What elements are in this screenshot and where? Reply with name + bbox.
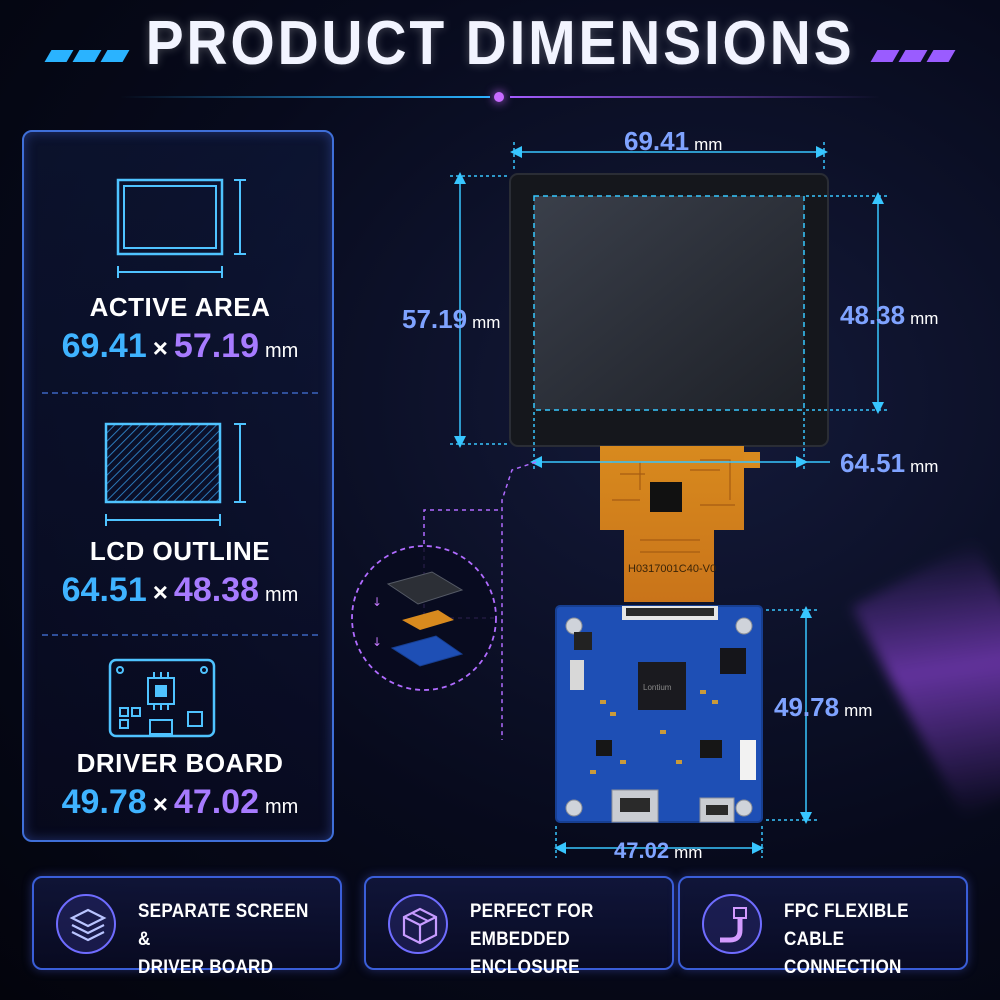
dim-value: 69.41 <box>624 126 690 156</box>
dim-inner-width: 64.51 mm <box>840 448 938 479</box>
svg-text:↓: ↓ <box>372 595 382 609</box>
dim-top-width: 69.41 mm <box>624 126 722 157</box>
dim-board-height: 49.78 mm <box>774 692 872 723</box>
chip-label: Lontium <box>643 683 672 692</box>
feature-line: FPC FLEXIBLE <box>784 901 909 922</box>
feature-line: SEPARATE SCREEN & <box>138 901 309 950</box>
feature-text: FPC FLEXIBLE CABLE CONNECTION <box>784 898 964 982</box>
exploded-view: ↓ ↓ <box>351 461 537 740</box>
spec-width: 69.41 <box>61 327 147 365</box>
dim-right-height: 48.38 mm <box>840 300 938 331</box>
feature-card-enclosure: PERFECT FOR EMBEDDED ENCLOSURE <box>364 876 674 978</box>
feature-line: EMBEDDED ENCLOSURE <box>470 929 580 978</box>
feature-line: CABLE CONNECTION <box>784 929 902 978</box>
unit-label: mm <box>844 701 873 720</box>
spec-value: 69.41 × 57.19 mm <box>24 327 336 366</box>
dim-value: 48.38 <box>840 300 906 330</box>
unit-label: mm <box>910 457 939 476</box>
driver-board: Lontium <box>555 605 763 823</box>
unit-label: mm <box>265 584 299 606</box>
specs-panel: ACTIVE AREA 69.41 × 57.19 mm LCD OUTLINE 64… <box>22 130 334 842</box>
spec-lcd-outline: LCD OUTLINE 64.51 × 48.38 mm <box>24 536 336 610</box>
spec-driver-board: DRIVER BOARD 49.78 × 47.02 mm <box>24 748 336 822</box>
layers-icon <box>56 894 116 954</box>
lcd-panel <box>509 173 829 447</box>
title-underline-right <box>510 96 880 98</box>
lcd-outline-icon <box>104 422 246 526</box>
spec-width: 49.78 <box>61 783 147 821</box>
fpc-cable: H0317001C40-V0 <box>600 446 760 602</box>
panel-divider <box>42 634 318 636</box>
spec-label: DRIVER BOARD <box>76 748 284 778</box>
unit-label: mm <box>265 340 299 362</box>
svg-text:↓: ↓ <box>372 635 382 649</box>
page-title: PRODUCT DIMENSIONS <box>145 9 855 78</box>
unit-label: mm <box>265 796 299 818</box>
title-underline-left <box>120 96 490 98</box>
feature-text: SEPARATE SCREEN & DRIVER BOARD <box>138 898 318 982</box>
dim-value: 57.19 <box>402 304 468 334</box>
panel-divider <box>42 392 318 394</box>
box-icon <box>388 894 448 954</box>
times-sign: × <box>152 789 168 819</box>
dim-left-height: 57.19 mm <box>402 304 500 335</box>
spec-height: 57.19 <box>173 327 260 365</box>
fpc-label: H0317001C40-V0 <box>628 563 716 575</box>
feature-text: PERFECT FOR EMBEDDED ENCLOSURE <box>470 898 650 982</box>
unit-label: mm <box>472 313 501 332</box>
feature-line: DRIVER BOARD <box>138 957 274 978</box>
cable-icon <box>702 894 762 954</box>
spec-label: ACTIVE AREA <box>89 292 271 322</box>
dim-board-width: 47.02 mm <box>614 838 702 864</box>
dim-value: 49.78 <box>774 692 840 722</box>
unit-label: mm <box>694 135 723 154</box>
times-sign: × <box>152 577 168 607</box>
title-underline-dot <box>494 92 504 102</box>
feature-card-separate: SEPARATE SCREEN & DRIVER BOARD <box>32 876 342 978</box>
feature-line: PERFECT FOR <box>470 901 594 922</box>
unit-label: mm <box>674 843 703 862</box>
spec-value: 49.78 × 47.02 mm <box>24 783 336 822</box>
feature-card-fpc: FPC FLEXIBLE CABLE CONNECTION <box>678 876 968 978</box>
spec-value: 64.51 × 48.38 mm <box>24 571 336 610</box>
unit-label: mm <box>910 309 939 328</box>
spec-width: 64.51 <box>61 571 147 609</box>
spec-height: 47.02 <box>173 783 260 821</box>
dim-value: 64.51 <box>840 448 906 478</box>
spec-active-area: ACTIVE AREA 69.41 × 57.19 mm <box>24 292 336 366</box>
dim-value: 47.02 <box>614 838 670 863</box>
spec-label: LCD OUTLINE <box>89 536 271 566</box>
active-area-icon <box>116 178 246 278</box>
spec-height: 48.38 <box>173 571 260 609</box>
times-sign: × <box>152 333 168 363</box>
driver-board-icon <box>108 658 216 738</box>
